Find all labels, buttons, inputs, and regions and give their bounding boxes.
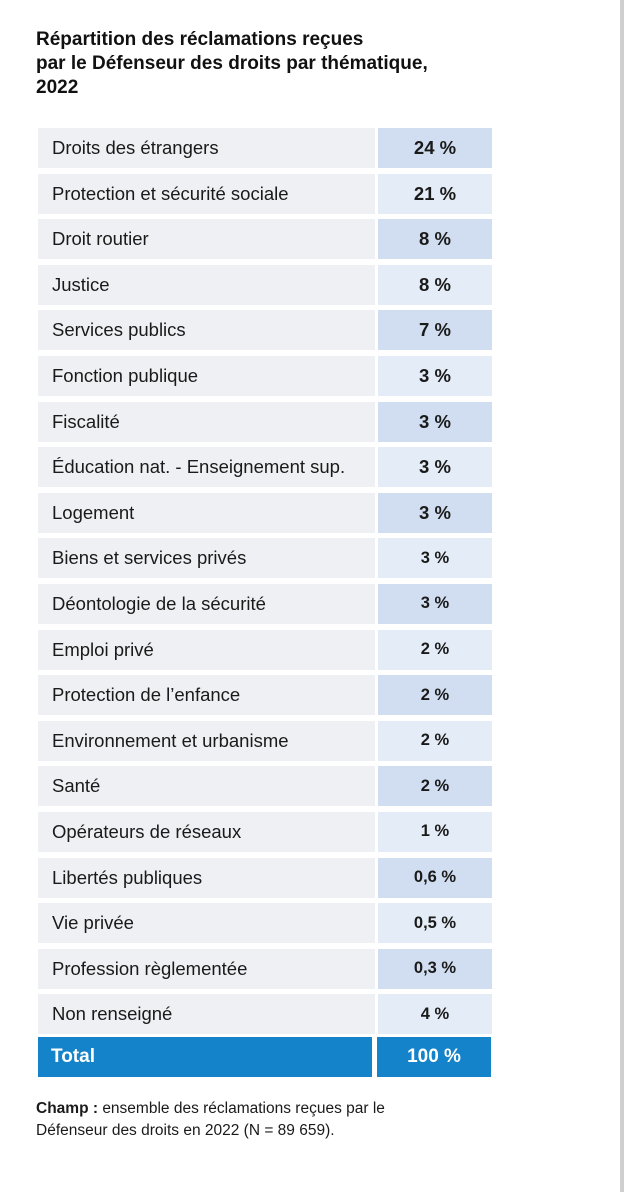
- row-label: Santé: [38, 766, 375, 807]
- note-text-1: ensemble des réclamations reçues par le: [102, 1100, 385, 1117]
- scope-note: Champ : ensemble des réclamations reçues…: [36, 1098, 456, 1142]
- table-row: Services publics 7 %: [38, 310, 492, 351]
- total-row: Total 100 %: [38, 1037, 492, 1078]
- row-value: 21 %: [378, 173, 492, 214]
- row-value: 4 %: [378, 994, 492, 1035]
- table-row: Profession règlementée 0,3 %: [38, 948, 492, 989]
- row-label: Justice: [38, 264, 375, 305]
- row-label: Biens et services privés: [38, 538, 375, 579]
- table-row: Vie privée 0,5 %: [38, 903, 492, 944]
- title-line: par le Défenseur des droits par thématiq…: [36, 53, 428, 74]
- row-value: 0,3 %: [378, 948, 492, 989]
- row-value: 3 %: [378, 401, 492, 442]
- title-line: Répartition des réclamations reçues: [36, 29, 364, 50]
- table-row: Emploi privé 2 %: [38, 629, 492, 670]
- row-label: Droit routier: [38, 219, 375, 260]
- table-row: Justice 8 %: [38, 264, 492, 305]
- row-label: Logement: [38, 492, 375, 533]
- row-label: Profession règlementée: [38, 948, 375, 989]
- table-row: Fonction publique 3 %: [38, 355, 492, 396]
- row-value: 7 %: [378, 310, 492, 351]
- complaints-table: Droits des étrangers 24 % Protection et …: [38, 128, 492, 1078]
- table-title: Répartition des réclamations reçues par …: [36, 28, 516, 100]
- row-value: 2 %: [378, 720, 492, 761]
- table-row: Non renseigné 4 %: [38, 994, 492, 1035]
- table-row: Libertés publiques 0,6 %: [38, 857, 492, 898]
- title-line: 2022: [36, 77, 79, 98]
- row-label: Non renseigné: [38, 994, 375, 1035]
- table-row: Éducation nat. - Enseignement sup. 3 %: [38, 447, 492, 488]
- row-value: 2 %: [378, 675, 492, 716]
- page-edge-divider: [620, 0, 624, 1192]
- table-row: Protection de l’enfance 2 %: [38, 675, 492, 716]
- table-row: Opérateurs de réseaux 1 %: [38, 811, 492, 852]
- note-label: Champ :: [36, 1100, 98, 1117]
- row-label: Services publics: [38, 310, 375, 351]
- row-value: 1 %: [378, 811, 492, 852]
- row-label: Fonction publique: [38, 355, 375, 396]
- row-label: Éducation nat. - Enseignement sup.: [38, 447, 375, 488]
- table-row: Environnement et urbanisme 2 %: [38, 720, 492, 761]
- note-line-1: Champ : ensemble des réclamations reçues…: [36, 1098, 456, 1120]
- row-value: 8 %: [378, 219, 492, 260]
- row-value: 3 %: [378, 355, 492, 396]
- row-label: Emploi privé: [38, 629, 375, 670]
- table-row: Logement 3 %: [38, 492, 492, 533]
- row-label: Protection de l’enfance: [38, 675, 375, 716]
- table-row: Droit routier 8 %: [38, 219, 492, 260]
- row-label: Déontologie de la sécurité: [38, 583, 375, 624]
- row-label: Fiscalité: [38, 401, 375, 442]
- table-row: Fiscalité 3 %: [38, 401, 492, 442]
- row-value: 3 %: [378, 447, 492, 488]
- table-row: Protection et sécurité sociale 21 %: [38, 173, 492, 214]
- row-value: 2 %: [378, 629, 492, 670]
- table-row: Biens et services privés 3 %: [38, 538, 492, 579]
- row-value: 0,6 %: [378, 857, 492, 898]
- table-row: Droits des étrangers 24 %: [38, 128, 492, 168]
- row-label: Droits des étrangers: [38, 128, 375, 168]
- note-text-2: Défenseur des droits en 2022 (N = 89 659…: [36, 1122, 335, 1139]
- row-value: 8 %: [378, 264, 492, 305]
- row-label: Libertés publiques: [38, 857, 375, 898]
- row-value: 24 %: [378, 128, 492, 168]
- row-value: 3 %: [378, 538, 492, 579]
- table-row: Déontologie de la sécurité 3 %: [38, 583, 492, 624]
- row-label: Vie privée: [38, 903, 375, 944]
- row-value: 2 %: [378, 766, 492, 807]
- row-value: 3 %: [378, 583, 492, 624]
- row-value: 0,5 %: [378, 903, 492, 944]
- row-label: Protection et sécurité sociale: [38, 173, 375, 214]
- row-label: Opérateurs de réseaux: [38, 811, 375, 852]
- total-value: 100 %: [377, 1037, 491, 1078]
- row-label: Environnement et urbanisme: [38, 720, 375, 761]
- table-row: Santé 2 %: [38, 766, 492, 807]
- row-value: 3 %: [378, 492, 492, 533]
- total-label: Total: [38, 1037, 372, 1078]
